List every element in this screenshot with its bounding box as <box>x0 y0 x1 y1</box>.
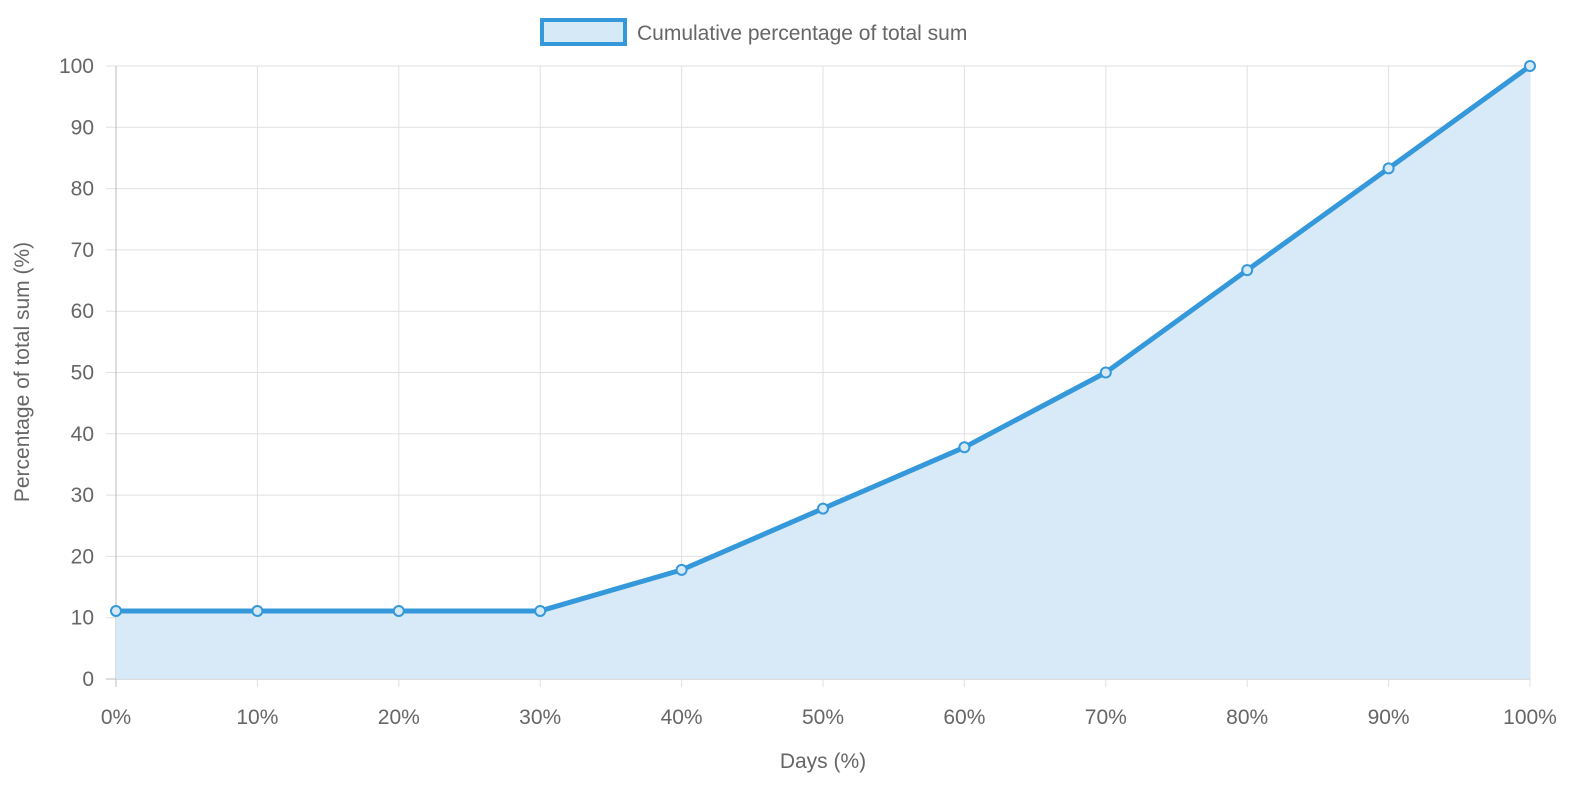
y-tick-label: 50 <box>71 362 94 385</box>
x-tick-label: 30% <box>519 706 561 729</box>
data-point <box>1382 162 1395 175</box>
legend-label[interactable]: Cumulative percentage of total sum <box>637 22 967 45</box>
x-tick-label: 60% <box>943 706 985 729</box>
legend[interactable]: Cumulative percentage of total sum <box>540 18 967 46</box>
y-axis-label: Percentage of total sum (%) <box>11 242 34 502</box>
x-tick-label: 40% <box>661 706 703 729</box>
data-point <box>534 604 547 617</box>
y-tick-label: 80 <box>71 178 94 201</box>
data-point <box>675 563 688 576</box>
data-point <box>817 502 829 515</box>
data-point <box>1241 264 1254 277</box>
data-point <box>1099 366 1112 379</box>
area-fill <box>116 66 1530 679</box>
y-tick-label: 10 <box>71 607 94 630</box>
x-axis-label: Days (%) <box>780 750 866 773</box>
x-tick-label: 0% <box>101 706 131 729</box>
y-tick-label: 20 <box>71 545 94 568</box>
y-tick-label: 30 <box>71 484 94 507</box>
area-fill-shape <box>116 66 1530 679</box>
x-tick-label: 20% <box>378 706 420 729</box>
y-tick-label: 40 <box>71 423 94 446</box>
y-tick-labels: 0 10 20 30 40 50 60 70 80 90 100 <box>59 55 94 691</box>
x-tick-label: 80% <box>1226 706 1268 729</box>
x-tick-labels: 0% 10% 20% 30% 40% 50% 60% 70% 80% 90% 100% <box>101 706 1557 729</box>
data-point <box>110 604 122 617</box>
y-tick-label: 70 <box>71 239 94 262</box>
y-tick-label: 60 <box>71 300 94 323</box>
data-point <box>1524 60 1536 72</box>
x-tick-label: 70% <box>1085 706 1127 729</box>
x-tick-label: 100% <box>1503 706 1557 729</box>
data-point <box>392 604 405 617</box>
x-tick-label: 50% <box>802 706 844 729</box>
data-point <box>958 441 971 454</box>
x-tick-label: 10% <box>236 706 278 729</box>
y-tick-label: 100 <box>59 55 94 78</box>
data-point <box>251 604 264 617</box>
data-points <box>110 60 1536 617</box>
x-tick-label: 90% <box>1368 706 1410 729</box>
legend-swatch[interactable] <box>540 18 627 46</box>
y-tick-label: 0 <box>82 668 94 691</box>
y-tick-label: 90 <box>71 116 94 139</box>
